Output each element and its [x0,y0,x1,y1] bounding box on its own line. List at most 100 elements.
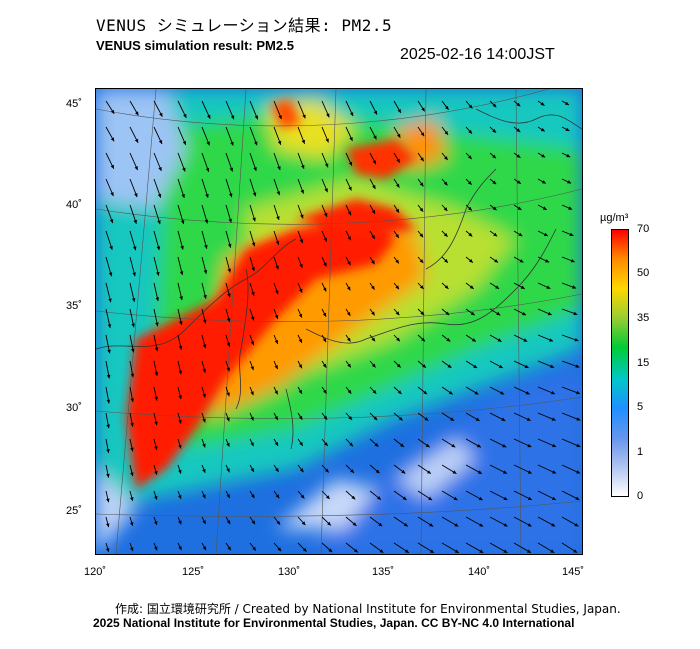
wind-arrow-head [444,285,449,289]
wind-arrow-head [298,313,303,318]
wind-arrow-head [324,212,328,217]
wind-arrow-head [134,138,139,143]
wind-arrow-head [568,206,573,210]
colorbar-label-70: 70 [637,223,650,235]
wind-arrow-head [349,112,354,117]
wind-arrow-head [155,322,159,327]
wind-arrow-head [299,239,304,244]
wind-arrow-head [107,324,112,328]
wind-arrow-head [524,364,529,368]
title-japanese: VENUS シミュレーション結果: PM2.5 [96,16,393,35]
wind-arrow-head [479,549,484,553]
wind-arrow-head [298,415,303,420]
wind-arrow-head [130,472,134,477]
wind-arrow-head [424,417,429,421]
wind-arrow-head [205,167,210,172]
wind-arrow-head [516,102,521,107]
wind-arrow-head [227,546,231,551]
wind-arrow-head [471,338,476,342]
wind-arrow-head [448,390,453,395]
wind-arrow-head [327,521,331,526]
wind-arrow-head [541,154,546,158]
lat-label-45: 45˚ [66,98,82,110]
wind-arrow-head [301,139,305,144]
wind-arrow-head [574,338,579,342]
wind-arrow-head [468,206,472,211]
wind-arrow-head [396,133,401,138]
wind-arrow-head [402,496,407,500]
wind-arrow-head [277,140,282,145]
wind-arrow-head [347,363,351,368]
wind-arrow-head [450,417,455,421]
wind-arrow-head [451,443,456,448]
wind-arrow-head [444,130,449,135]
wind-arrow-head [525,391,530,395]
wind-arrow-head [203,294,207,299]
wind-arrow-head [496,311,501,316]
wind-arrow-head [517,206,522,210]
wind-arrow-head [395,183,400,188]
wind-arrow-head [503,496,508,500]
wind-arrow-head [447,364,452,368]
lat-label-30: 30˚ [66,402,82,414]
wind-arrow-head [444,156,448,160]
wind-arrow-head [401,469,406,474]
wind-arrow-head [324,188,328,193]
wind-arrow-head [251,520,256,525]
wind-arrow-head [492,154,496,159]
high-concentration-plume [126,99,416,489]
wind-arrow-head [106,424,110,429]
wind-arrow-head [395,285,399,290]
wind-arrow-head [567,180,572,184]
wind-arrow-head [395,311,400,316]
wind-arrow-head [396,337,400,342]
wind-arrow-head [323,287,327,292]
wind-arrow-head [154,372,159,376]
wind-arrow-head [206,141,210,146]
wind-arrow-head [254,141,258,146]
wind-arrow-head [468,104,473,109]
lon-label-140: 140˚ [468,566,491,578]
wind-arrow-head [373,135,377,140]
wind-arrow-head [250,366,254,371]
wind-arrow-head [347,261,351,266]
wind-arrow-head [572,285,577,289]
wind-arrow-head [328,548,333,553]
wind-arrow-head [203,319,207,324]
wind-arrow-head [551,417,556,421]
wind-arrow-head [347,389,352,394]
wind-arrow-head [395,208,400,213]
wind-arrow-head [202,546,207,551]
wind-arrow-head [202,368,206,373]
wind-arrow-head [527,496,532,500]
wind-arrow-head [492,103,497,108]
wind-arrow-head [422,364,426,368]
wind-arrow-head [178,395,182,400]
wind-arrow-head [377,496,381,500]
wind-arrow-head [347,286,351,291]
wind-arrow-head [202,418,206,423]
wind-arrow-head [492,128,497,133]
wind-arrow-head [299,441,303,446]
wind-arrow-head [179,321,183,325]
colorbar-label-0: 0 [637,490,644,502]
wind-arrow-head [542,206,547,210]
wind-arrow-head [299,468,304,473]
wind-arrow-head [131,298,136,302]
wind-arrow-head [130,497,134,501]
wind-arrow-head [251,242,256,247]
wind-arrow-head [573,311,578,316]
wind-arrow-head [375,469,380,474]
wind-arrow-head [298,338,302,343]
lon-label-130: 130˚ [278,566,301,578]
wind-arrow-head [180,220,185,224]
wind-arrow-head [549,338,553,342]
wind-arrow-head [371,209,375,214]
wind-arrow-head [419,285,424,289]
wind-arrow-head [178,345,183,350]
wind-arrow-head [566,153,571,158]
wind-arrow-head [274,340,278,344]
wind-arrow-head [180,245,184,250]
colorbar-label-5: 5 [637,401,644,413]
wind-arrow-head [106,449,110,453]
